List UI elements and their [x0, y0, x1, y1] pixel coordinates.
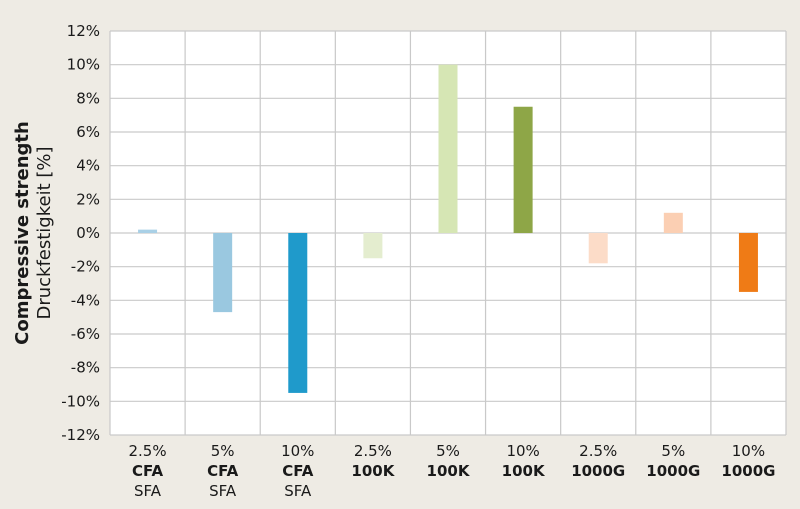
y-tick-label: 10% — [67, 56, 100, 74]
x-tick-label: 10% — [732, 442, 765, 460]
x-tick-label: 2.5% — [579, 442, 617, 460]
x-axis-categories: 2.5% CFA SFA 5% CFA SFA 10% CFA SFA 2.5% 100K 5% 100… — [129, 442, 776, 500]
y-tick-label: 2% — [76, 190, 100, 208]
y-tick-label: -6% — [71, 325, 100, 343]
y-tick-label: 4% — [76, 157, 100, 175]
bar — [363, 233, 383, 259]
x-tick-label: 1000G — [646, 462, 700, 480]
x-tick-label: 1000G — [721, 462, 775, 480]
y-tick-label: 0% — [76, 224, 100, 242]
x-tick-label: 2.5% — [129, 442, 167, 460]
x-tick-label: SFA — [284, 482, 312, 500]
bar — [288, 233, 308, 393]
y-tick-label: 12% — [67, 22, 100, 40]
bar — [663, 212, 683, 233]
x-tick-label: 100K — [502, 462, 546, 480]
bar — [138, 229, 158, 233]
bar — [588, 233, 608, 264]
x-tick-label: 100K — [427, 462, 471, 480]
x-tick-label: SFA — [209, 482, 237, 500]
x-tick-label: CFA — [282, 462, 314, 480]
x-tick-label: 10% — [506, 442, 539, 460]
x-tick-label: 1000G — [571, 462, 625, 480]
y-axis-ticks: 12% 10% 8% 6% 4% 2% 0% -2% -4% -6% -8% -10% -12% — [61, 22, 100, 444]
bar — [513, 106, 533, 233]
y-tick-label: -8% — [71, 359, 100, 377]
x-tick-label: 5% — [436, 442, 460, 460]
bar — [438, 64, 458, 234]
x-tick-label: 10% — [281, 442, 314, 460]
y-tick-label: -10% — [61, 392, 100, 410]
y-tick-label: 6% — [76, 123, 100, 141]
x-tick-label: CFA — [132, 462, 164, 480]
y-axis-label-secondary: Druckfestigkeit [%] — [34, 146, 55, 319]
bar — [213, 233, 233, 313]
x-tick-label: 5% — [661, 442, 685, 460]
bar — [738, 233, 758, 292]
y-tick-label: -4% — [71, 291, 100, 309]
bars — [138, 64, 758, 393]
x-tick-label: 2.5% — [354, 442, 392, 460]
x-tick-label: 100K — [351, 462, 395, 480]
y-axis-label: Compressive strength Druckfestigkeit [%] — [12, 121, 55, 345]
x-tick-label: CFA — [207, 462, 239, 480]
y-axis-label-primary: Compressive strength — [12, 121, 33, 345]
x-tick-label: 5% — [211, 442, 235, 460]
y-tick-label: 8% — [76, 89, 100, 107]
y-tick-label: -2% — [71, 258, 100, 276]
y-tick-label: -12% — [61, 426, 100, 444]
x-tick-label: SFA — [134, 482, 162, 500]
